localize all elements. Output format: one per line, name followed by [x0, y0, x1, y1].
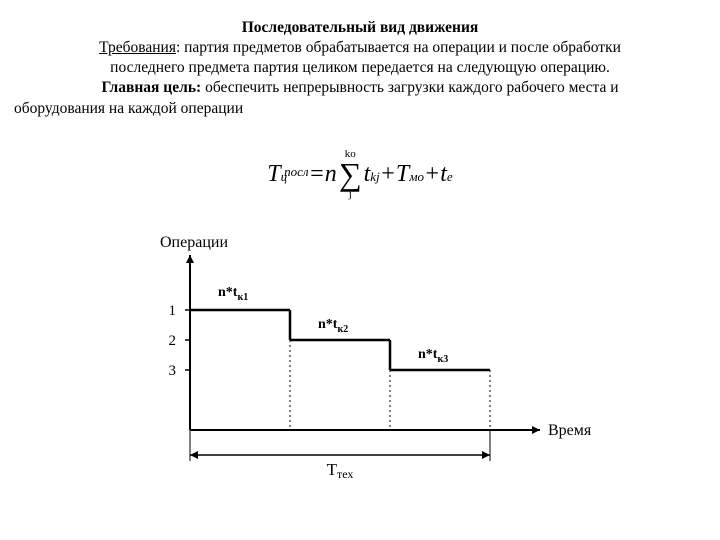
goal-label: Главная цель:: [101, 79, 201, 96]
title: Последовательный вид движения: [14, 18, 706, 38]
svg-text:n*tк1: n*tк1: [218, 285, 248, 303]
goal-text-1: обеспечить непрерывность загрузки каждог…: [201, 79, 618, 96]
goal-line1: Главная цель: обеспечить непрерывность з…: [14, 78, 706, 98]
svg-text:Операции: Операции: [160, 234, 228, 251]
diagram-svg: Операции Время 1 2 3 n*tк1 n*tк2 n*tк3 Tтех: [110, 230, 610, 486]
svg-text:n*tк2: n*tк2: [318, 317, 348, 335]
formula-eq: =n: [309, 161, 337, 188]
formula-lhs-sup: посл: [284, 164, 308, 180]
svg-text:3: 3: [169, 363, 177, 379]
formula-term3: t: [440, 161, 447, 188]
formula-plus2: +: [424, 161, 440, 188]
formula: Tцпосл=nko∑jtkj+Tмо+te: [14, 149, 706, 200]
req-label: Требования: [99, 39, 176, 56]
svg-text:n*tк3: n*tк3: [418, 347, 448, 365]
sigma-icon: ko∑j: [339, 149, 362, 200]
svg-text:2: 2: [169, 333, 177, 349]
svg-text:1: 1: [169, 303, 177, 319]
requirements-line2: последнего предмета партия целиком перед…: [14, 58, 706, 78]
formula-term3-sub: e: [447, 169, 453, 185]
formula-sum-sub: kj: [370, 169, 379, 185]
formula-term2: T: [396, 161, 409, 188]
req-text-1: : партия предметов обрабатывается на опе…: [176, 39, 621, 56]
step-diagram: Операции Время 1 2 3 n*tк1 n*tк2 n*tк3 Tтех: [110, 230, 610, 500]
header-text: Последовательный вид движения Требования…: [14, 18, 706, 119]
goal-line2: оборудования на каждой операции: [14, 99, 706, 119]
formula-sum-term: t: [364, 161, 371, 188]
formula-lhs-var: T: [267, 161, 280, 188]
svg-text:Время: Время: [548, 422, 592, 439]
svg-text:Tтех: Tтех: [327, 460, 354, 481]
requirements-line1: Требования: партия предметов обрабатывае…: [14, 38, 706, 58]
formula-term2-sub: мо: [409, 169, 424, 185]
formula-plus1: +: [380, 161, 396, 188]
